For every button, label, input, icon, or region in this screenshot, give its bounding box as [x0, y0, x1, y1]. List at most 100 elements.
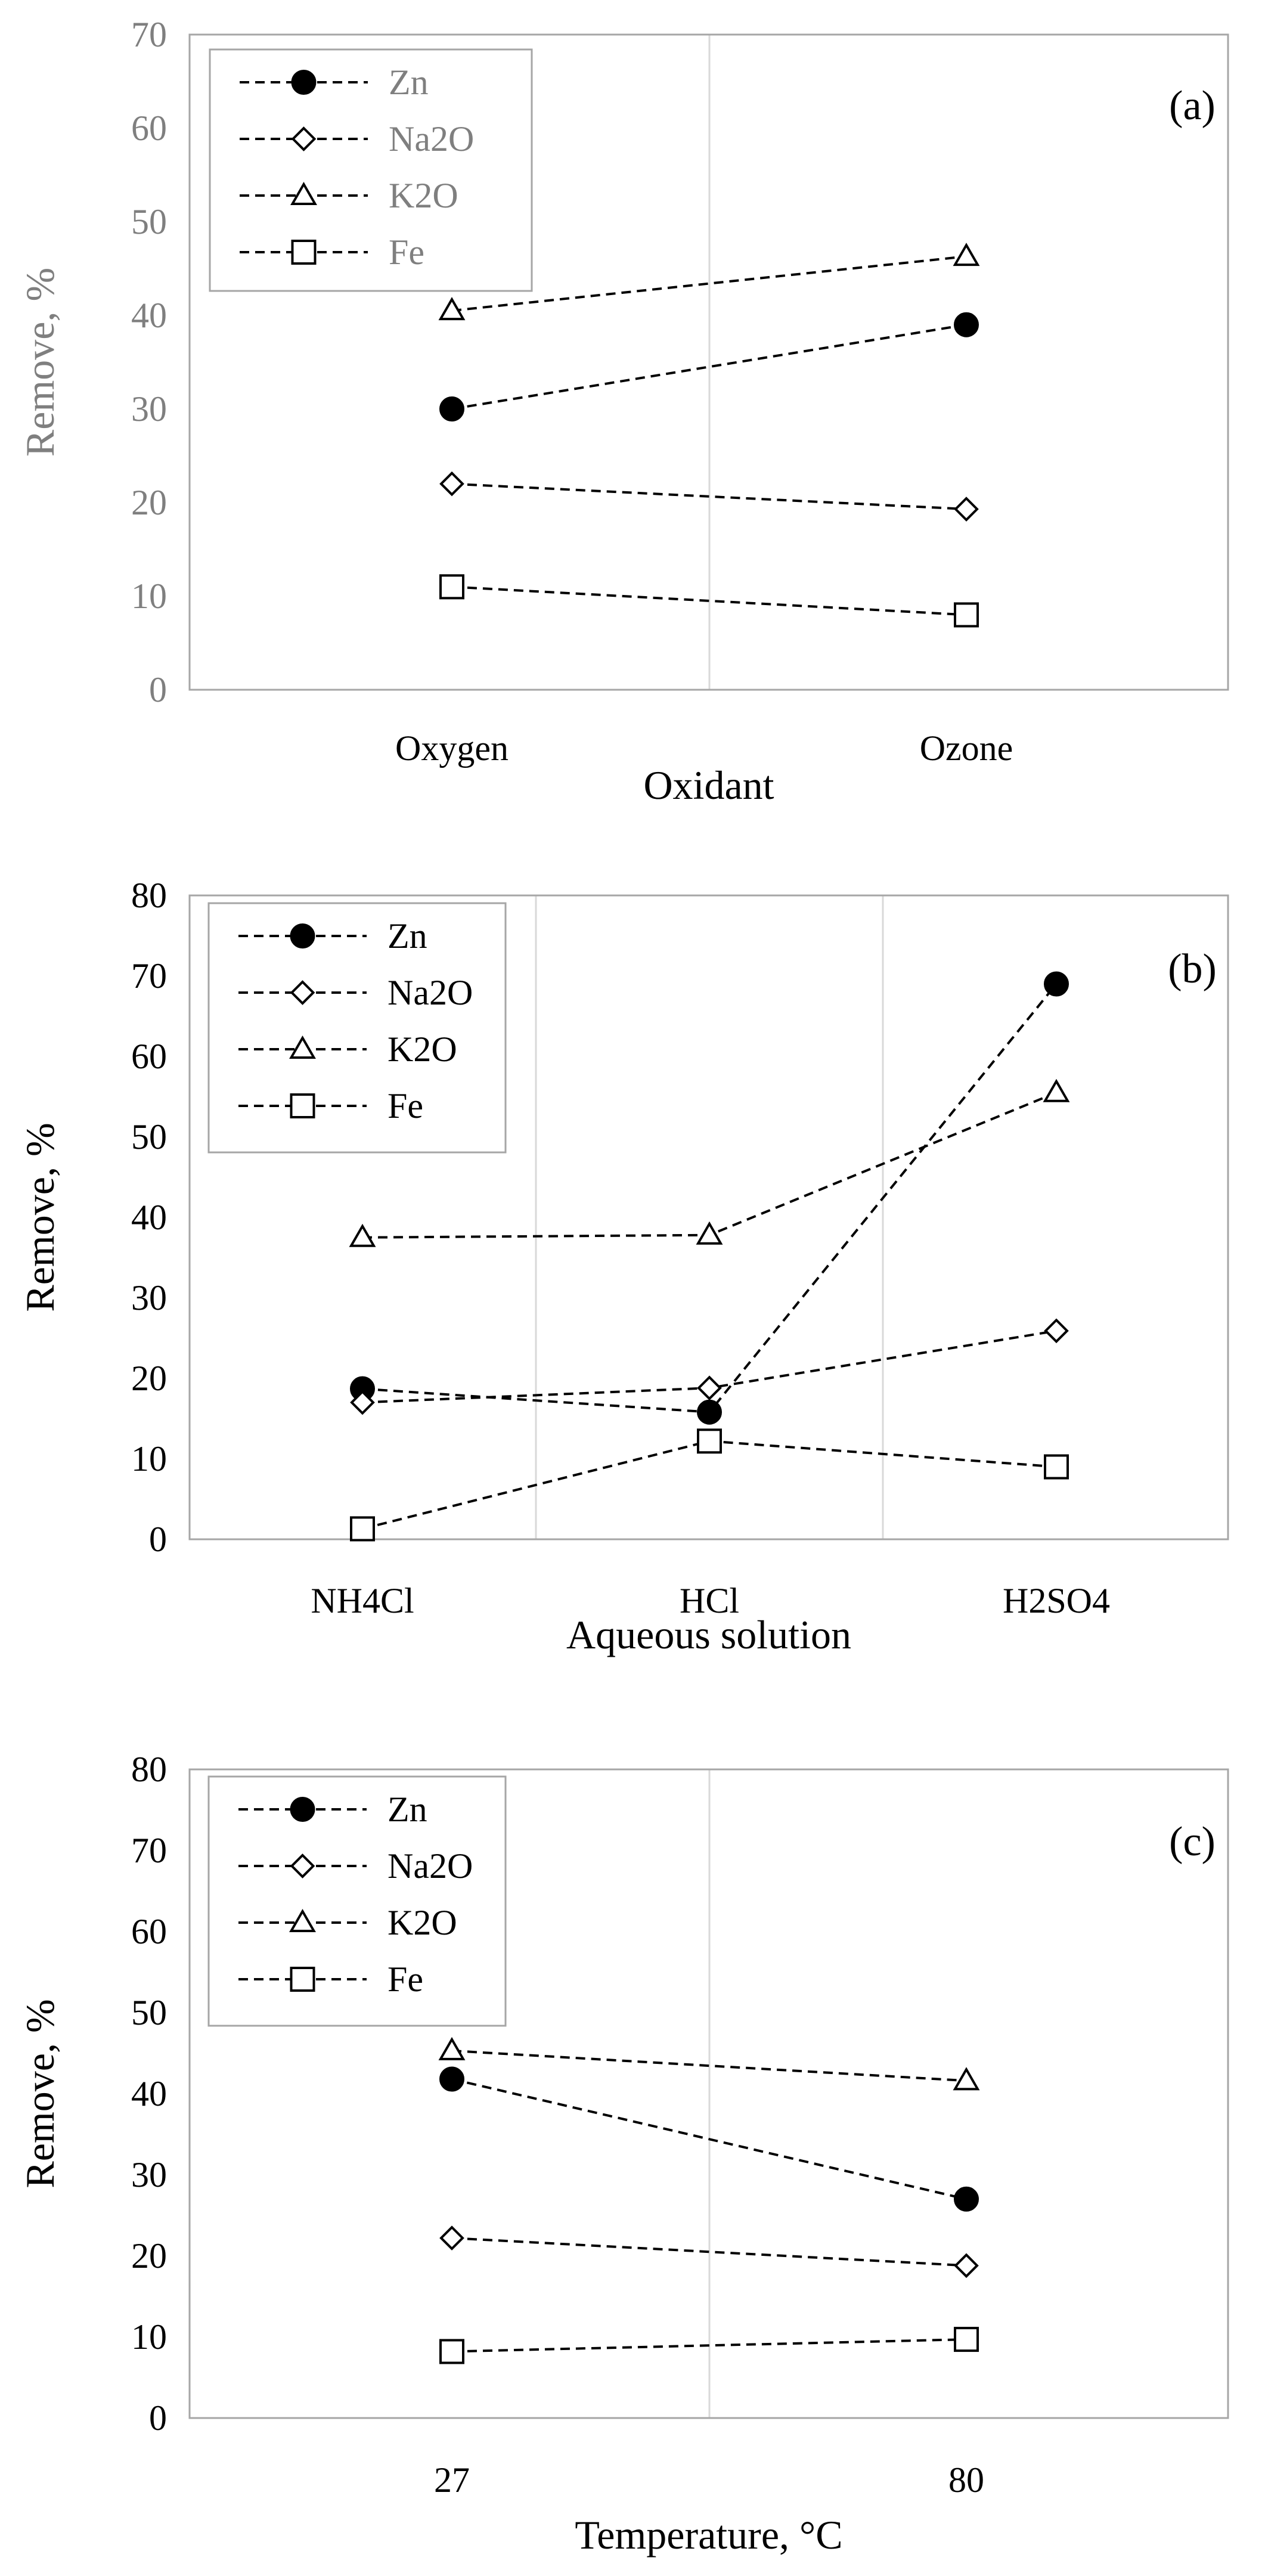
x-tick-label: HCl [680, 1581, 739, 1620]
legend-swatch-marker [290, 923, 315, 948]
y-tick-label: 10 [131, 2317, 167, 2357]
series-line [362, 1440, 1057, 1530]
data-point [438, 2036, 466, 2060]
chart-panel-1: 0 10 20 30 40 50 60 70 Oxygen Ozone Oxidant Remove,… [17, 15, 1229, 808]
legend-swatch-marker [290, 1093, 315, 1118]
y-tick-label: 0 [149, 1520, 167, 1559]
data-point [439, 471, 464, 497]
y-tick-label: 50 [131, 1993, 167, 2032]
data-point [954, 2327, 979, 2352]
legend: Zn Na2O K2O Fe [207, 1775, 507, 2027]
legend-swatch-marker [289, 1035, 316, 1059]
legend-swatch-marker [291, 240, 317, 265]
legend-label: Zn [387, 1790, 427, 1829]
legend-item: K2O [240, 176, 458, 215]
x-axis-title: Temperature, °C [575, 2512, 842, 2558]
legend-item: Zn [240, 63, 429, 102]
data-point [697, 1375, 722, 1401]
data-point [954, 2253, 979, 2279]
x-tick-label: H2SO4 [1003, 1581, 1110, 1620]
series-na2o [439, 471, 979, 522]
legend-item: Zn [238, 916, 427, 956]
series-k2o [349, 1078, 1070, 1247]
legend-swatch-marker [291, 126, 317, 151]
series-line [451, 2237, 967, 2267]
y-tick-label: 30 [131, 1278, 167, 1318]
y-tick-label: 30 [131, 389, 167, 429]
series-na2o [350, 1318, 1069, 1415]
x-tick-label: NH4Cl [311, 1581, 414, 1620]
x-axis-title: Aqueous solution [566, 1612, 851, 1657]
x-tick-label: Oxygen [395, 729, 509, 768]
panel-label: (c) [1169, 1819, 1216, 1865]
legend-swatch-marker [291, 70, 317, 95]
legend-item: Na2O [238, 1846, 473, 1886]
legend-label: Na2O [387, 973, 473, 1012]
data-point [438, 297, 466, 321]
data-point [1044, 1454, 1069, 1480]
y-tick-label: 80 [131, 876, 167, 915]
series-line [451, 2338, 967, 2353]
data-point [439, 2225, 464, 2250]
series-line [451, 255, 967, 312]
data-point [1044, 971, 1069, 997]
y-axis-title: Remove, % [17, 268, 63, 457]
legend-item: Fe [238, 1086, 423, 1126]
series-zn [439, 2066, 979, 2212]
data-point [953, 243, 980, 266]
x-tick-label: Ozone [920, 729, 1013, 768]
data-point [350, 1390, 375, 1415]
data-point [1043, 1078, 1070, 1102]
legend-item: K2O [238, 1903, 457, 1942]
y-axis-title: Remove, % [17, 1123, 63, 1312]
series-zn [439, 312, 979, 421]
legend-label: K2O [389, 176, 458, 215]
x-tick-label: 27 [434, 2460, 470, 2500]
series-line [451, 2049, 967, 2082]
data-point [953, 2067, 980, 2091]
data-point [439, 396, 464, 421]
legend-swatch-marker [290, 1853, 315, 1878]
legend-swatch-marker [289, 1908, 316, 1932]
data-point [439, 574, 464, 600]
data-point [954, 602, 979, 628]
y-tick-label: 80 [131, 1750, 167, 1789]
y-tick-label: 40 [131, 296, 167, 335]
panel-label: (a) [1169, 83, 1216, 129]
y-tick-label: 60 [131, 1037, 167, 1076]
legend-label: K2O [387, 1903, 457, 1942]
data-point [1044, 1318, 1069, 1344]
data-point [954, 497, 979, 522]
y-tick-label: 20 [131, 483, 167, 522]
legend-label: Zn [387, 916, 427, 956]
data-point [954, 312, 979, 337]
legend-swatch-marker [290, 1967, 315, 1992]
legend-item: K2O [238, 1030, 457, 1069]
y-tick-label: 60 [131, 1912, 167, 1951]
legend-box [209, 48, 533, 292]
y-tick-label: 50 [131, 202, 167, 241]
x-axis-title: Oxidant [643, 762, 774, 808]
y-tick-label: 40 [131, 1198, 167, 1237]
plot-area-frame [188, 33, 1229, 691]
series-fe [439, 2327, 979, 2364]
legend-label: Na2O [387, 1846, 473, 1886]
series-k2o [438, 243, 980, 321]
data-point [350, 1516, 375, 1542]
x-tick-label: 80 [948, 2460, 984, 2500]
legend-label: Fe [389, 233, 424, 272]
legend-item: Fe [238, 1960, 423, 1999]
data-point [954, 2186, 979, 2212]
chart-panel-3: 0 10 20 30 40 50 60 70 80 27 80 Temperature, °C Remo… [17, 1750, 1229, 2558]
y-tick-label: 10 [131, 576, 167, 616]
panel-label: (b) [1168, 946, 1217, 992]
legend-swatch-marker [290, 181, 317, 205]
legend-item: Fe [240, 233, 424, 272]
plot-area-frame [188, 1768, 1229, 2419]
legend-box [207, 902, 507, 1154]
legend: Zn Na2O K2O Fe [207, 902, 507, 1154]
y-tick-label: 50 [131, 1117, 167, 1157]
series-fe [439, 574, 979, 628]
legend-item: Zn [238, 1790, 427, 1829]
data-point [697, 1428, 722, 1454]
